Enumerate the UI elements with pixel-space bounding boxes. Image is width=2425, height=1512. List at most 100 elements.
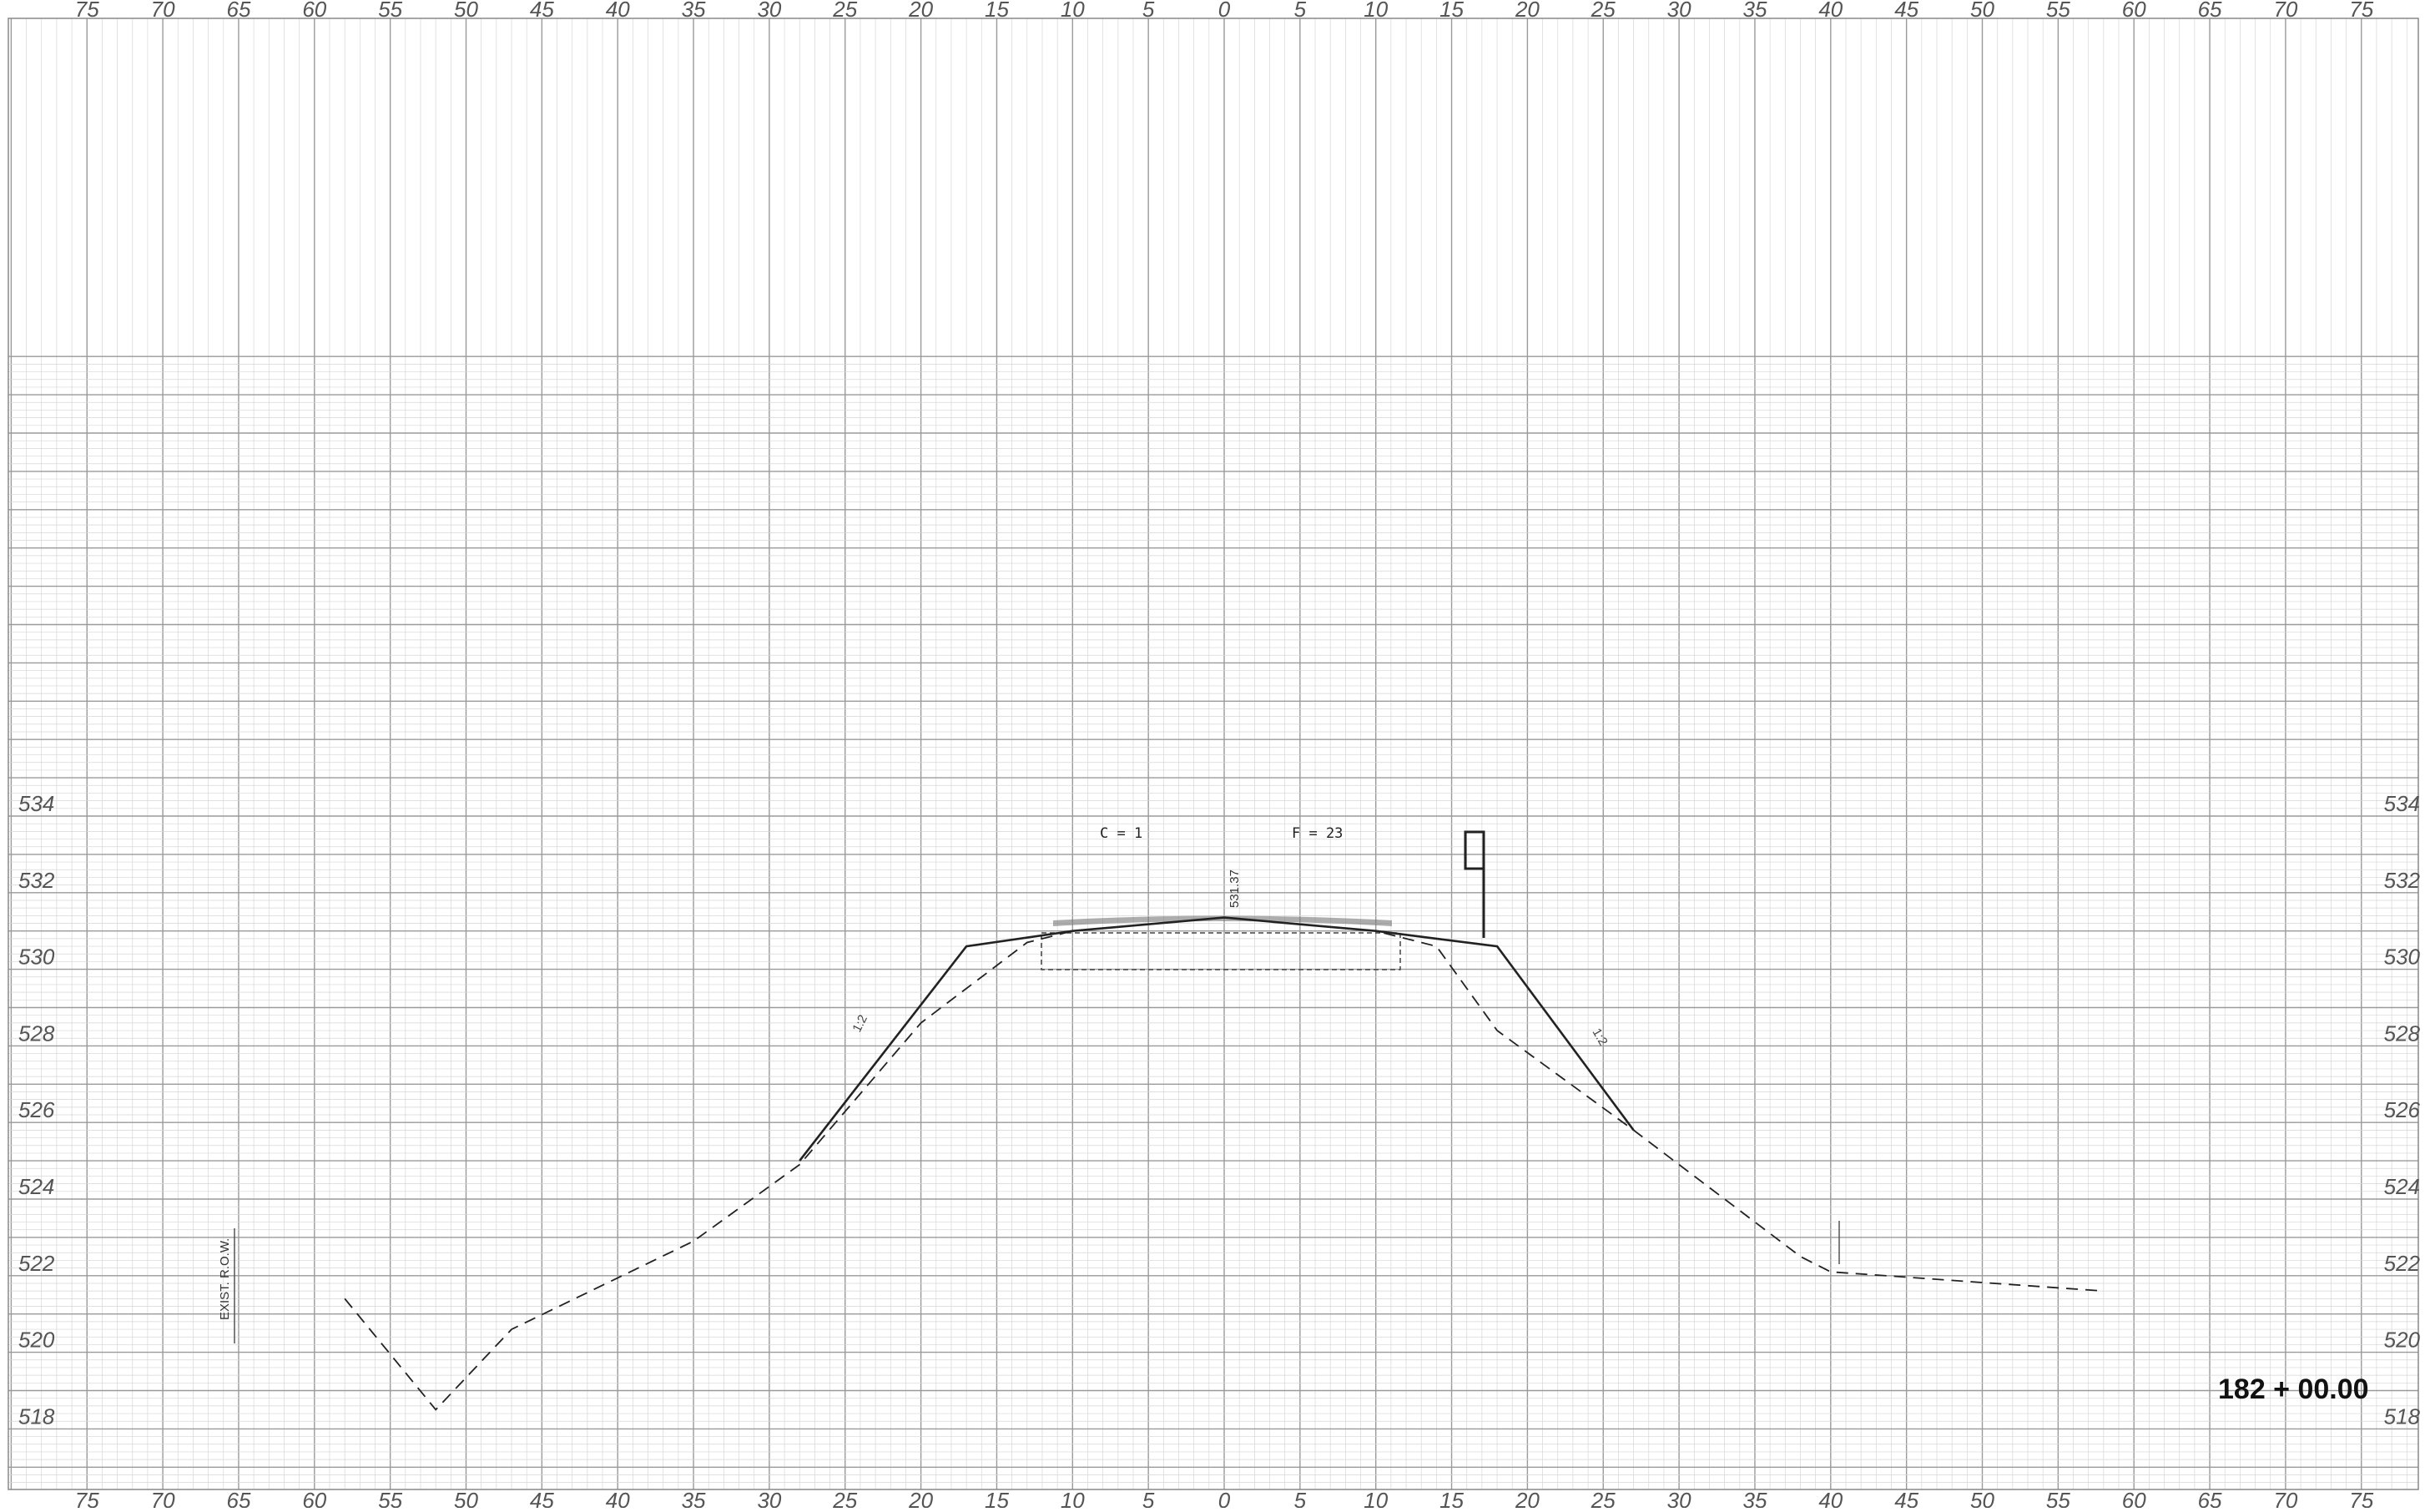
left-elevation-label: 530 xyxy=(18,945,55,970)
top-offset-label: 30 xyxy=(1667,0,1691,22)
top-offset-label: 40 xyxy=(606,0,630,22)
grid xyxy=(8,18,2419,1490)
bottom-offset-label: 35 xyxy=(682,1488,706,1508)
pavement-hatch xyxy=(1053,915,1392,926)
bottom-offset-label: 10 xyxy=(1061,1488,1085,1508)
bottom-offset-label: 60 xyxy=(2122,1488,2146,1508)
bottom-offset-label: 25 xyxy=(832,1488,857,1508)
bottom-offset-label: 35 xyxy=(1742,1488,1767,1508)
right-elevation-label: 532 xyxy=(2384,868,2421,893)
right-elevation-label: 534 xyxy=(2384,791,2420,816)
fill-note: F = 23 xyxy=(1292,825,1343,842)
top-offset-label: 45 xyxy=(530,0,554,22)
left-elevation-label: 528 xyxy=(18,1021,55,1046)
top-offset-label: 5 xyxy=(1142,0,1155,22)
right-elevation-label: 528 xyxy=(2384,1021,2421,1046)
bottom-offset-label: 55 xyxy=(378,1488,402,1508)
top-offset-label: 50 xyxy=(454,0,478,22)
top-offset-label: 35 xyxy=(1742,0,1767,22)
right-elevation-label: 522 xyxy=(2384,1251,2421,1276)
bottom-offset-label: 5 xyxy=(1294,1488,1307,1508)
left-elevation-label: 522 xyxy=(18,1251,55,1276)
bottom-offset-label: 40 xyxy=(1818,1488,1843,1508)
right-elevation-labels: 534 532 530 528 526 524 522 520 518 xyxy=(2384,791,2421,1429)
top-offset-label: 10 xyxy=(1061,0,1085,22)
top-offset-label: 40 xyxy=(1818,0,1843,22)
slope-left-label: 1:2 xyxy=(850,1013,870,1035)
top-offset-label: 75 xyxy=(2349,0,2373,22)
bottom-offset-label: 30 xyxy=(1667,1488,1691,1508)
bottom-offset-label: 45 xyxy=(1894,1488,1918,1508)
cut-note: C = 1 xyxy=(1100,825,1142,842)
top-offset-label: 70 xyxy=(2273,0,2297,22)
top-offset-label: 55 xyxy=(378,0,402,22)
existing-ground-line xyxy=(344,916,2104,1411)
left-elevation-label: 534 xyxy=(18,791,54,816)
bottom-offset-label: 65 xyxy=(2198,1488,2222,1508)
bottom-offset-label: 45 xyxy=(530,1488,554,1508)
left-elevation-labels: 534 532 530 528 526 524 522 520 518 xyxy=(18,791,55,1429)
pavement-box xyxy=(1041,932,1401,970)
bottom-offset-label: 65 xyxy=(226,1488,250,1508)
bottom-offset-label: 40 xyxy=(606,1488,630,1508)
left-elevation-label: 520 xyxy=(18,1328,55,1353)
top-offset-label: 30 xyxy=(757,0,781,22)
top-offset-label: 55 xyxy=(2046,0,2070,22)
slope-right-label: 1:2 xyxy=(1590,1026,1611,1049)
top-offset-label: 10 xyxy=(1364,0,1388,22)
top-offset-label: 5 xyxy=(1294,0,1307,22)
top-offset-label: 75 xyxy=(75,0,99,22)
top-offset-label: 65 xyxy=(226,0,250,22)
bottom-offset-label: 0 xyxy=(1218,1488,1231,1508)
top-offset-label: 15 xyxy=(985,0,1009,22)
bottom-offset-label: 70 xyxy=(2273,1488,2297,1508)
bottom-offset-label: 70 xyxy=(151,1488,175,1508)
bottom-offset-labels: 75 70 65 60 55 50 45 40 35 30 25 20 15 10 5 0 5 10 15 20 25 3… xyxy=(75,1488,2374,1512)
top-offset-label: 25 xyxy=(1591,0,1616,22)
top-offset-label: 25 xyxy=(832,0,857,22)
top-offset-label: 0 xyxy=(1218,0,1231,22)
top-offset-labels: 75 70 65 60 55 50 45 40 35 30 25 20 15 10 5 0 5 10 15 20 25 3… xyxy=(75,0,2374,22)
bottom-offset-label: 20 xyxy=(908,1488,933,1508)
top-offset-label: 60 xyxy=(302,0,326,22)
bottom-offset-label: 50 xyxy=(1970,1488,1994,1508)
left-elevation-label: 524 xyxy=(18,1174,54,1199)
top-offset-label: 20 xyxy=(1515,0,1540,22)
bottom-offset-label: 75 xyxy=(2349,1488,2373,1508)
right-elevation-label: 524 xyxy=(2384,1174,2420,1199)
bottom-offset-label: 15 xyxy=(1439,1488,1464,1508)
proposed-section-line xyxy=(799,916,1635,1162)
left-elevation-label: 518 xyxy=(18,1404,55,1429)
top-offset-label: 35 xyxy=(682,0,706,22)
top-offset-label: 15 xyxy=(1439,0,1464,22)
top-offset-label: 45 xyxy=(1894,0,1918,22)
bottom-offset-label: 15 xyxy=(985,1488,1009,1508)
bottom-offset-label: 30 xyxy=(757,1488,781,1508)
bottom-offset-label: 20 xyxy=(1515,1488,1540,1508)
ground-lines xyxy=(344,916,2104,1411)
top-offset-label: 60 xyxy=(2122,0,2146,22)
bottom-offset-label: 10 xyxy=(1364,1488,1388,1508)
sheet-border xyxy=(8,18,2419,1490)
right-elevation-label: 520 xyxy=(2384,1328,2421,1353)
left-elevation-label: 532 xyxy=(18,868,55,893)
top-offset-label: 50 xyxy=(1970,0,1994,22)
top-offset-label: 20 xyxy=(908,0,933,22)
station-label: 182 + 00.00 xyxy=(2218,1373,2369,1405)
left-elevation-label: 526 xyxy=(18,1097,55,1122)
bottom-offset-label: 55 xyxy=(2046,1488,2070,1508)
right-elevation-label: 530 xyxy=(2384,945,2421,970)
bottom-offset-label: 75 xyxy=(75,1488,99,1508)
bottom-offset-label: 25 xyxy=(1591,1488,1616,1508)
right-elevation-label: 518 xyxy=(2384,1404,2421,1429)
bottom-offset-label: 60 xyxy=(302,1488,326,1508)
guardrail-post xyxy=(1464,830,1485,938)
right-elevation-label: 526 xyxy=(2384,1097,2421,1122)
row-label: EXIST. R.O.W. xyxy=(218,1238,232,1320)
top-offset-label: 65 xyxy=(2198,0,2222,22)
bottom-offset-label: 50 xyxy=(454,1488,478,1508)
centerline-elevation: 531.37 xyxy=(1228,869,1242,908)
top-offset-label: 70 xyxy=(151,0,175,22)
